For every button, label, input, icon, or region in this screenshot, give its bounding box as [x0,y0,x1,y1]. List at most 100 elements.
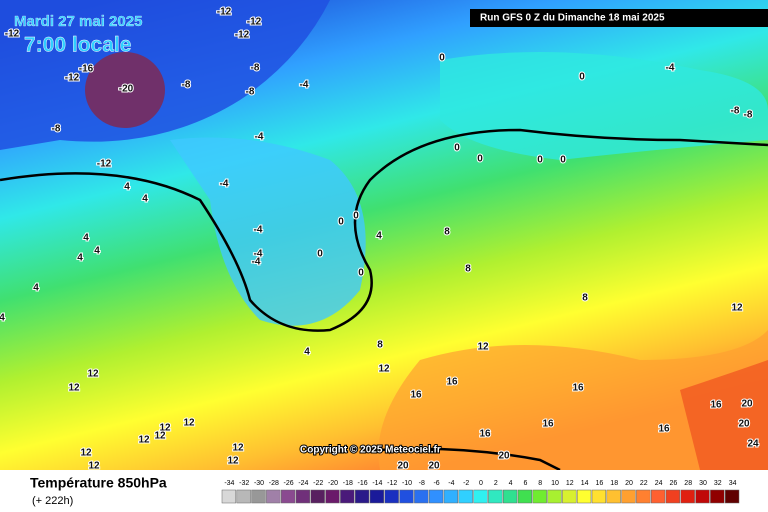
legend-swatch [236,489,251,504]
isotherm-label: -4 [300,80,309,91]
legend-swatch [399,489,414,504]
isotherm-label: -4 [254,249,263,260]
isotherm-label: 4 [94,246,100,257]
isotherm-label: 20 [741,399,753,410]
legend-swatch [650,489,666,504]
cool-pool [170,137,366,326]
legend-label: 26 [670,480,678,487]
isotherm-label: -12 [247,17,262,28]
legend-label: 8 [538,480,542,487]
legend-label: -20 [328,480,338,487]
isotherm-label: -8 [731,106,740,117]
legend-swatch [310,489,325,504]
legend-swatch [665,489,681,504]
isotherm-label: 20 [397,461,409,472]
legend-swatch [428,489,444,504]
isotherm-label: -12 [5,29,20,40]
isotherm-label: -4 [666,63,675,74]
legend-label: 24 [655,480,663,487]
legend-label: -12 [387,480,397,487]
legend-label: 34 [729,480,737,487]
legend-swatch [473,489,488,504]
legend-swatch [724,489,740,504]
isotherm-label: -4 [255,132,264,143]
isotherm-label: 12 [88,461,100,472]
legend-swatch [636,489,651,504]
forecast-time: 7:00 locale [24,34,131,57]
cold-region [0,0,330,150]
legend-label: -22 [313,480,323,487]
legend-swatch [221,489,237,504]
legend-swatch [621,489,636,504]
isotherm-label: -4 [252,257,261,268]
legend-label: 12 [566,480,574,487]
legend-label: 22 [640,480,648,487]
isotherm-label: 0 [317,249,323,260]
isotherm-label: 16 [710,400,722,411]
legend-swatch [488,489,503,504]
hot-region [680,360,768,470]
run-info: Run GFS 0 Z du Dimanche 18 mai 2025 [480,13,665,24]
isotherm-label: 12 [80,448,92,459]
isotherm-label: 8 [582,293,588,304]
legend-label: -14 [372,480,382,487]
legend-label: 20 [625,480,633,487]
footer-title: Température 850hPa [30,475,167,491]
isotherm-label: 16 [658,424,670,435]
legend-label: -2 [463,480,469,487]
legend-swatch [340,489,355,504]
legend-swatch [562,489,577,504]
legend-swatch [517,489,533,504]
legend-label: -16 [358,480,368,487]
legend-label: -8 [419,480,425,487]
isotherm-label: 24 [747,439,759,450]
legend-swatch [576,489,592,504]
legend-label: -18 [343,480,353,487]
legend-swatch [384,489,399,504]
legend-swatch [251,489,266,504]
isotherm-label: -8 [182,80,191,91]
isotherm-label: 12 [138,435,150,446]
isotherm-label: 0 [358,268,364,279]
legend-label: -24 [298,480,308,487]
isotherm-label: 16 [410,390,422,401]
legend-label: -4 [448,480,454,487]
legend-label: 6 [523,480,527,487]
legend-swatch [547,489,562,504]
legend-label: 0 [479,480,483,487]
legend-label: -6 [433,480,439,487]
isotherm-label: 12 [159,423,171,434]
legend-swatch [443,489,459,504]
isotherm-label: -8 [52,124,61,135]
legend-swatch [414,489,429,504]
isotherm-label: -12 [217,7,232,18]
legend-label: -10 [402,480,412,487]
isotherm-label: -16 [79,64,94,75]
isotherm-label: 4 [376,231,382,242]
isotherm-label: 4 [77,253,83,264]
isotherm-label: 12 [68,383,80,394]
legend-label: -26 [284,480,294,487]
footer-lead: (+ 222h) [32,495,73,507]
isotherm-label: 16 [572,383,584,394]
legend-label: 30 [699,480,707,487]
isotherm-label: -4 [220,179,229,190]
isotherm-label: 0 [579,72,585,83]
legend-swatch [295,489,311,504]
legend-swatch [266,489,281,504]
isotherm-label: 4 [124,182,130,193]
isotherm-label: 4 [142,194,148,205]
isotherm-label: 20 [498,451,510,462]
isotherm-label: 0 [439,53,445,64]
isotherm-label: -8 [744,110,753,121]
isotherm-label: -12 [235,30,250,41]
legend-swatch [606,489,621,504]
isotherm-label: 12 [87,369,99,380]
isotherm-label: 12 [731,303,743,314]
legend-label: 2 [494,480,498,487]
legend-swatch [591,489,607,504]
legend-swatch [280,489,296,504]
warm-region [378,330,768,470]
legend-swatch [532,489,547,504]
